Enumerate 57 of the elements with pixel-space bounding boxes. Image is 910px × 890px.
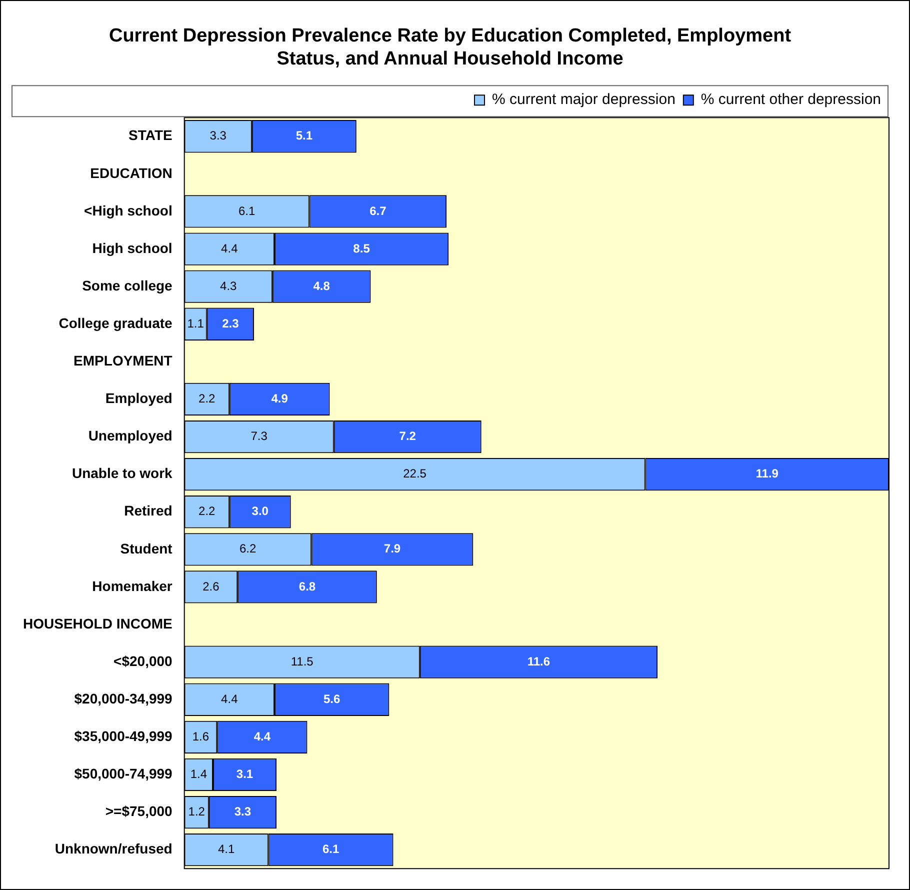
data-label: 3.3 (234, 804, 252, 819)
data-label: 1.4 (190, 767, 208, 782)
legend-label: % current other depression (700, 91, 882, 108)
data-label: 1.1 (187, 316, 204, 330)
data-label: 6.1 (322, 842, 340, 856)
y-tick-label: $50,000-74,999 (74, 766, 173, 782)
y-tick-label: HOUSEHOLD INCOME (22, 615, 172, 632)
data-label: 4.4 (221, 692, 238, 706)
data-label: 4.3 (220, 278, 238, 293)
data-label: 7.9 (384, 542, 401, 556)
y-tick-label: Unable to work (72, 465, 173, 482)
y-tick-label: >=$75,000 (105, 803, 173, 820)
y-tick-label: <High school (84, 202, 172, 218)
data-label: 6.8 (298, 579, 316, 594)
y-tick-label: STATE (128, 127, 172, 144)
data-label: 6.7 (370, 204, 387, 218)
y-tick-label: <$20,000 (114, 652, 173, 669)
data-label: 3.1 (236, 767, 254, 782)
data-label: 22.5 (403, 466, 427, 481)
data-label: 6.1 (238, 204, 256, 218)
y-tick-label: Unemployed (88, 428, 172, 444)
y-tick-label: Student (120, 540, 173, 556)
data-label: 6.2 (239, 542, 257, 556)
y-tick-label: $35,000-49,999 (74, 728, 173, 744)
y-tick-label: EMPLOYMENT (74, 352, 173, 369)
data-label: 7.3 (250, 429, 268, 444)
data-label: 3.0 (252, 504, 269, 518)
data-label: 4.4 (254, 729, 271, 744)
data-label: 11.9 (756, 466, 779, 481)
y-tick-label: $20,000-34,999 (74, 690, 173, 706)
data-label: 5.1 (296, 128, 313, 143)
data-label: 2.3 (222, 316, 240, 330)
data-label: 4.1 (218, 842, 235, 856)
data-label: 4.9 (271, 392, 288, 406)
data-label: 2.6 (202, 579, 220, 594)
data-label: 4.8 (313, 278, 330, 293)
y-tick-label: Unknown/refused (54, 840, 172, 857)
y-tick-label: College graduate (58, 314, 173, 331)
y-tick-label: Some college (82, 277, 173, 294)
data-label: 1.2 (188, 804, 206, 819)
data-label: 1.6 (192, 729, 210, 744)
y-tick-label: Retired (124, 502, 172, 519)
data-label: 11.5 (290, 654, 314, 668)
data-label: 5.6 (323, 692, 340, 706)
legend-label: % current major depression (492, 91, 676, 108)
data-label: 7.2 (399, 429, 416, 444)
data-label: 4.4 (221, 241, 238, 256)
data-label: 3.3 (210, 128, 227, 143)
data-label: 2.2 (198, 504, 216, 518)
chart-title: Current Depression Prevalence Rate by Education Completed, Employment Status, and Annual Household Income (108, 26, 792, 70)
y-tick-label: Employed (105, 390, 172, 406)
data-label: 11.6 (527, 654, 550, 668)
data-label: 8.5 (353, 241, 370, 256)
data-label: 2.2 (198, 392, 216, 406)
y-tick-label: Homemaker (92, 578, 173, 594)
y-tick-label: High school (92, 240, 172, 256)
y-tick-label: EDUCATION (90, 164, 172, 181)
